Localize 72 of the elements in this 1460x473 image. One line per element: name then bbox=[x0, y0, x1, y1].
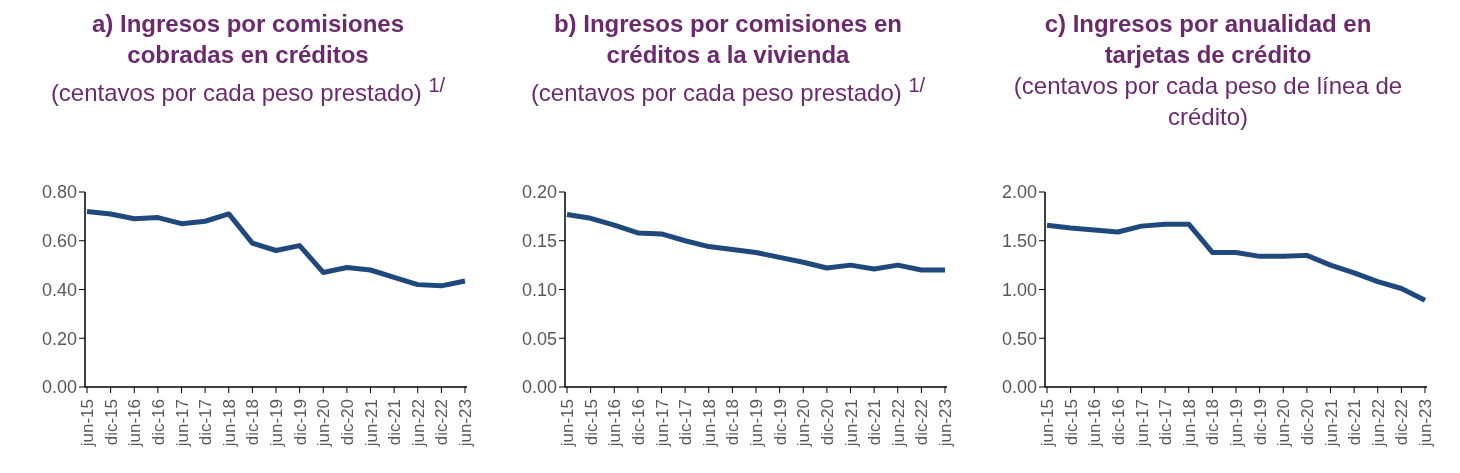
x-tick-label: jun-17 bbox=[172, 399, 192, 448]
chart-title: a) Ingresos por comisiones cobradas en créditos bbox=[90, 9, 406, 70]
x-tick-label: jun-22 bbox=[1368, 399, 1388, 448]
x-tick-label: dic-22 bbox=[912, 399, 932, 446]
x-tick-label: dic-20 bbox=[1297, 399, 1317, 446]
x-tick-label: jun-19 bbox=[267, 399, 286, 448]
x-tick-label: dic-18 bbox=[243, 399, 263, 446]
x-tick-label: dic-15 bbox=[101, 399, 121, 446]
x-tick-label: dic-16 bbox=[1108, 399, 1128, 446]
y-tick-label: 0.40 bbox=[41, 279, 77, 300]
x-tick-label: jun-18 bbox=[1179, 399, 1199, 448]
x-tick-label: jun-23 bbox=[936, 399, 955, 448]
y-tick-label: 0.50 bbox=[1001, 328, 1037, 349]
x-tick-label: jun-19 bbox=[747, 399, 766, 448]
x-tick-label: dic-18 bbox=[1203, 399, 1223, 446]
x-tick-label: jun-18 bbox=[219, 399, 239, 448]
x-tick-label: jun-21 bbox=[1321, 399, 1341, 448]
y-tick-label: 2.00 bbox=[1001, 182, 1037, 203]
y-tick-label: 0.05 bbox=[521, 328, 557, 349]
x-tick-label: dic-22 bbox=[1392, 399, 1412, 446]
y-tick-label: 1.50 bbox=[1001, 231, 1037, 252]
x-tick-label: jun-17 bbox=[652, 399, 672, 448]
y-tick-label: 0.00 bbox=[1001, 377, 1037, 398]
x-tick-label: dic-17 bbox=[1156, 399, 1176, 446]
x-tick-label: dic-20 bbox=[337, 399, 357, 446]
chart-subtitle: (centavos por cada peso prestado) $^{1/}$ bbox=[529, 73, 927, 108]
x-tick-label: dic-21 bbox=[1345, 399, 1365, 446]
x-tick-label: jun-16 bbox=[1085, 399, 1105, 448]
x-tick-label: jun-21 bbox=[361, 399, 381, 448]
y-tick-label: 0.10 bbox=[521, 279, 557, 300]
x-tick-label: dic-17 bbox=[196, 399, 216, 446]
x-tick-label: dic-16 bbox=[628, 399, 648, 446]
x-tick-label: jun-18 bbox=[699, 399, 719, 448]
y-tick-label: 0.20 bbox=[41, 328, 77, 349]
x-tick-label: dic-21 bbox=[385, 399, 405, 446]
y-tick-label: 0.60 bbox=[41, 231, 77, 252]
x-tick-label: jun-20 bbox=[314, 399, 334, 448]
x-tick-label: jun-19 bbox=[1227, 399, 1246, 448]
x-tick-label: jun-15 bbox=[78, 399, 97, 448]
chart-subtitle: (centavos por cada peso de línea de crédito) bbox=[1012, 71, 1404, 132]
x-tick-label: jun-21 bbox=[841, 399, 861, 448]
chart-subtitle: (centavos por cada peso prestado) $^{1/}$ bbox=[49, 73, 447, 108]
x-tick-label: jun-20 bbox=[1274, 399, 1294, 448]
x-tick-label: dic-21 bbox=[865, 399, 885, 446]
x-tick-label: jun-23 bbox=[1416, 399, 1435, 448]
x-tick-label: dic-19 bbox=[290, 399, 310, 446]
y-tick-label: 0.00 bbox=[41, 377, 77, 398]
x-tick-label: dic-17 bbox=[676, 399, 696, 446]
x-tick-label: dic-22 bbox=[432, 399, 452, 446]
x-tick-label: jun-23 bbox=[456, 399, 475, 448]
x-tick-label: dic-19 bbox=[1250, 399, 1270, 446]
x-tick-label: jun-16 bbox=[605, 399, 625, 448]
y-tick-label: 0.80 bbox=[41, 182, 77, 203]
y-tick-label: 0.20 bbox=[521, 182, 557, 203]
x-tick-label: jun-17 bbox=[1132, 399, 1152, 448]
y-tick-label: 1.00 bbox=[1001, 279, 1037, 300]
chart-title: b) Ingresos por comisiones en créditos a la vivienda bbox=[552, 9, 904, 70]
x-tick-label: jun-15 bbox=[558, 399, 577, 448]
x-tick-label: dic-15 bbox=[581, 399, 601, 446]
y-tick-label: 0.15 bbox=[521, 231, 557, 252]
x-tick-label: dic-18 bbox=[723, 399, 743, 446]
x-tick-label: jun-22 bbox=[888, 399, 908, 448]
chart-title: c) Ingresos por anualidad en tarjetas de crédito bbox=[1043, 9, 1373, 70]
x-tick-label: jun-15 bbox=[1038, 399, 1057, 448]
x-tick-label: dic-19 bbox=[770, 399, 790, 446]
x-tick-label: dic-15 bbox=[1061, 399, 1081, 446]
y-tick-label: 0.00 bbox=[521, 377, 557, 398]
x-tick-label: dic-16 bbox=[148, 399, 168, 446]
x-tick-label: jun-22 bbox=[408, 399, 428, 448]
x-tick-label: dic-20 bbox=[817, 399, 837, 446]
x-tick-label: jun-16 bbox=[125, 399, 145, 448]
x-tick-label: jun-20 bbox=[794, 399, 814, 448]
